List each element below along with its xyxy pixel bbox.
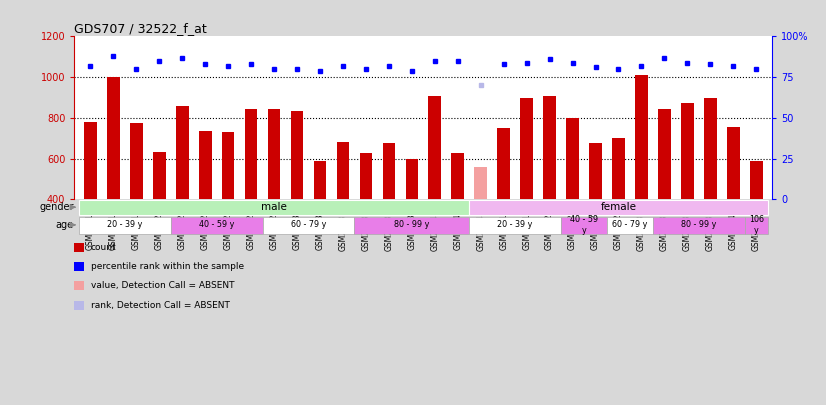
Bar [176, 106, 188, 281]
Text: 20 - 39 y: 20 - 39 y [497, 220, 533, 229]
Bar [607, 217, 653, 234]
Text: 80 - 99 y: 80 - 99 y [394, 220, 430, 229]
Bar [382, 143, 395, 281]
Text: 106
y: 106 y [748, 215, 764, 234]
Bar [429, 96, 441, 281]
Text: age: age [56, 220, 74, 230]
Bar [354, 217, 469, 234]
Text: rank, Detection Call = ABSENT: rank, Detection Call = ABSENT [91, 301, 230, 310]
Text: 60 - 79 y: 60 - 79 y [612, 220, 648, 229]
Bar [153, 151, 165, 281]
Text: 40 - 59 y: 40 - 59 y [199, 220, 235, 229]
Bar [469, 200, 767, 215]
Bar [79, 217, 171, 234]
Bar [130, 123, 143, 281]
Text: 40 - 59
y: 40 - 59 y [570, 215, 598, 234]
Bar [171, 217, 263, 234]
Bar [745, 217, 767, 234]
Text: value, Detection Call = ABSENT: value, Detection Call = ABSENT [91, 281, 235, 290]
Bar [452, 153, 464, 281]
Bar [406, 159, 418, 281]
Bar [544, 96, 556, 281]
Bar [199, 131, 211, 281]
Text: 80 - 99 y: 80 - 99 y [681, 220, 716, 229]
Bar [561, 217, 607, 234]
Bar [635, 75, 648, 281]
Text: male: male [261, 202, 287, 212]
Bar [359, 153, 373, 281]
Bar [79, 200, 469, 215]
Bar [612, 138, 624, 281]
Bar [497, 128, 510, 281]
Text: 60 - 79 y: 60 - 79 y [291, 220, 326, 229]
Bar [244, 109, 258, 281]
Bar [337, 142, 349, 281]
Bar [291, 111, 303, 281]
Bar [263, 217, 354, 234]
Text: gender: gender [40, 202, 74, 212]
Text: GDS707 / 32522_f_at: GDS707 / 32522_f_at [74, 22, 207, 35]
Bar [681, 102, 694, 281]
Text: 20 - 39 y: 20 - 39 y [107, 220, 143, 229]
Bar [520, 98, 533, 281]
Bar [704, 98, 717, 281]
Bar [474, 167, 487, 281]
Bar [567, 118, 579, 281]
Bar [268, 109, 280, 281]
Text: count: count [91, 243, 116, 252]
Bar [314, 161, 326, 281]
Bar [222, 132, 235, 281]
Bar [469, 217, 561, 234]
Bar [107, 77, 120, 281]
Bar [84, 122, 97, 281]
Bar [727, 127, 739, 281]
Bar [653, 217, 745, 234]
Bar [658, 109, 671, 281]
Text: female: female [601, 202, 637, 212]
Bar [589, 143, 602, 281]
Bar [750, 161, 762, 281]
Text: percentile rank within the sample: percentile rank within the sample [91, 262, 244, 271]
